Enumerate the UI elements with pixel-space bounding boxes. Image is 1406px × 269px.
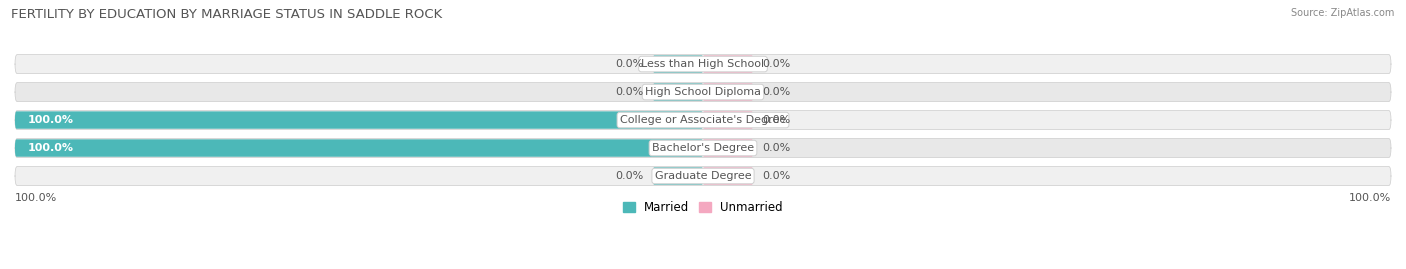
FancyBboxPatch shape <box>652 83 703 101</box>
FancyBboxPatch shape <box>652 55 703 73</box>
FancyBboxPatch shape <box>652 167 703 185</box>
FancyBboxPatch shape <box>15 167 1391 186</box>
FancyBboxPatch shape <box>703 55 754 73</box>
Text: 0.0%: 0.0% <box>762 87 790 97</box>
FancyBboxPatch shape <box>15 111 1391 130</box>
Text: 0.0%: 0.0% <box>762 143 790 153</box>
FancyBboxPatch shape <box>703 139 754 157</box>
Text: 0.0%: 0.0% <box>616 59 644 69</box>
Text: 0.0%: 0.0% <box>762 115 790 125</box>
Text: 0.0%: 0.0% <box>616 171 644 181</box>
Text: High School Diploma: High School Diploma <box>645 87 761 97</box>
Text: Source: ZipAtlas.com: Source: ZipAtlas.com <box>1291 8 1395 18</box>
FancyBboxPatch shape <box>703 167 754 185</box>
Text: 0.0%: 0.0% <box>616 87 644 97</box>
Text: 100.0%: 100.0% <box>28 115 73 125</box>
Text: FERTILITY BY EDUCATION BY MARRIAGE STATUS IN SADDLE ROCK: FERTILITY BY EDUCATION BY MARRIAGE STATU… <box>11 8 443 21</box>
Text: Graduate Degree: Graduate Degree <box>655 171 751 181</box>
FancyBboxPatch shape <box>15 55 1391 74</box>
FancyBboxPatch shape <box>15 111 703 129</box>
FancyBboxPatch shape <box>15 139 703 157</box>
Text: 100.0%: 100.0% <box>15 193 58 203</box>
Text: Less than High School: Less than High School <box>641 59 765 69</box>
Text: Bachelor's Degree: Bachelor's Degree <box>652 143 754 153</box>
Text: 0.0%: 0.0% <box>762 171 790 181</box>
Legend: Married, Unmarried: Married, Unmarried <box>619 196 787 219</box>
Text: College or Associate's Degree: College or Associate's Degree <box>620 115 786 125</box>
Text: 0.0%: 0.0% <box>762 59 790 69</box>
FancyBboxPatch shape <box>703 83 754 101</box>
FancyBboxPatch shape <box>15 139 1391 158</box>
Text: 100.0%: 100.0% <box>28 143 73 153</box>
Text: 100.0%: 100.0% <box>1348 193 1391 203</box>
FancyBboxPatch shape <box>703 111 754 129</box>
FancyBboxPatch shape <box>15 83 1391 102</box>
